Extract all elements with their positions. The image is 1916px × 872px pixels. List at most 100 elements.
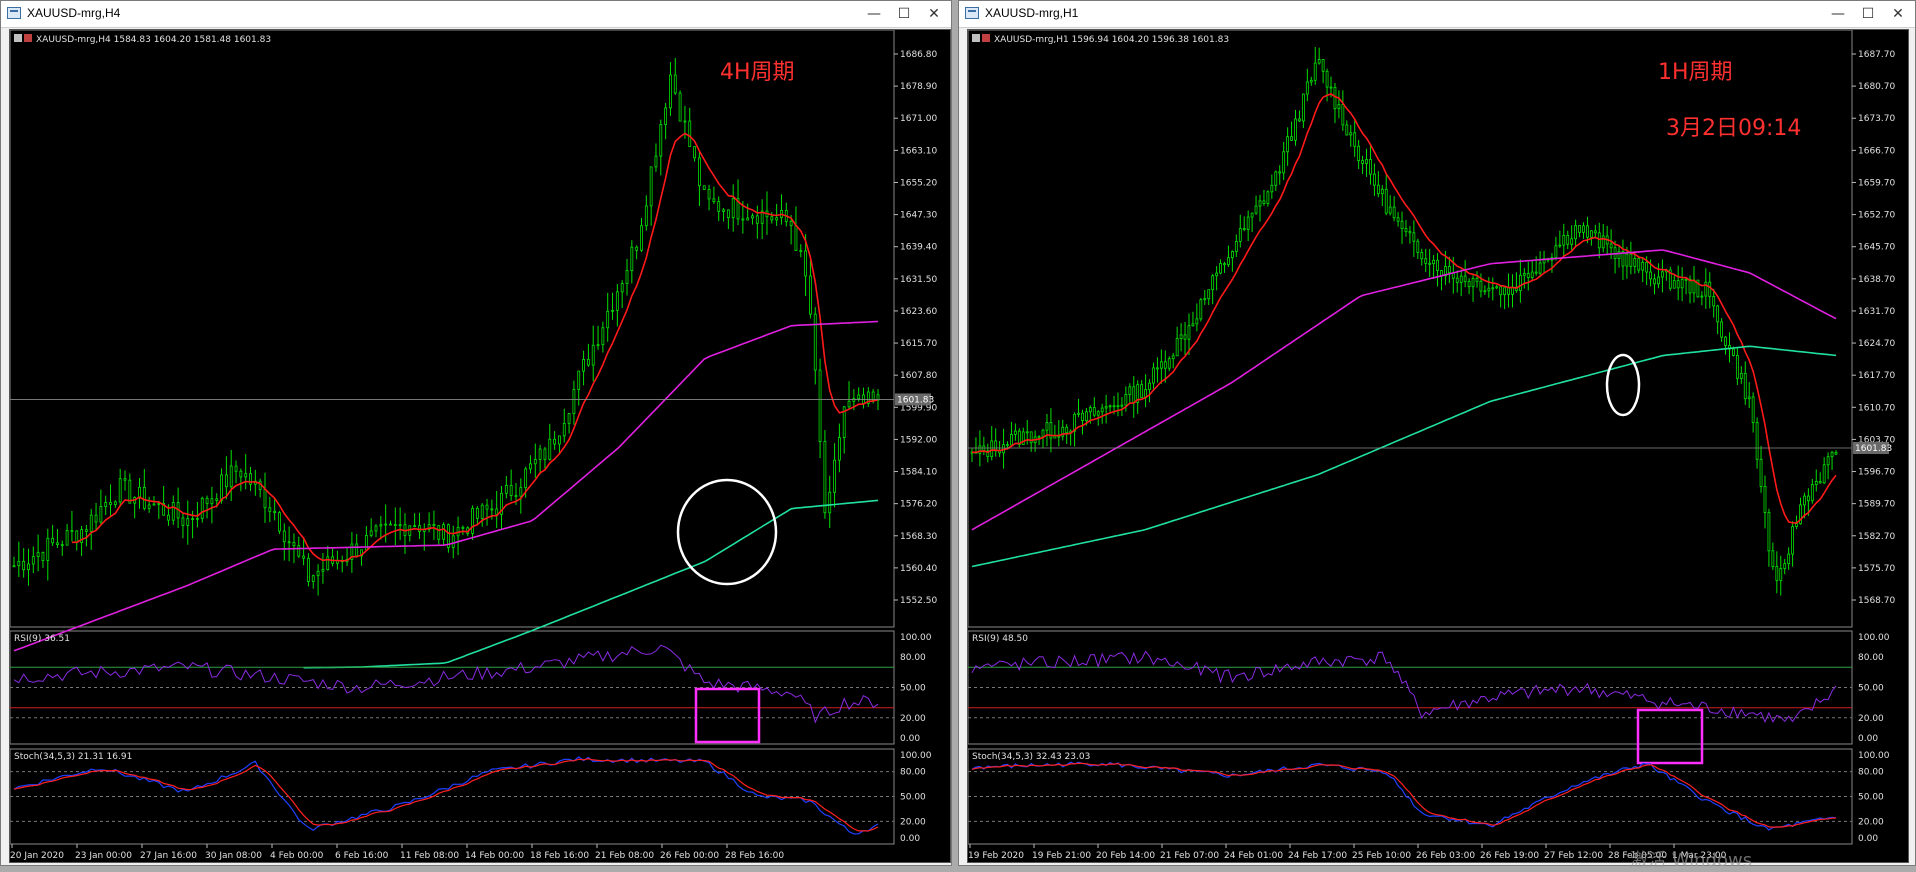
time-tick-label: 4 Feb 00:00 [270, 851, 324, 861]
candle-body [606, 310, 610, 329]
candle-body [1159, 361, 1163, 369]
candle-body [442, 524, 445, 540]
candle-body [1637, 258, 1641, 271]
candle-body [1175, 338, 1179, 357]
candle-body [1400, 220, 1404, 229]
price-tick-label: 1666.70 [1858, 146, 1895, 156]
candle-body [1404, 228, 1408, 233]
candle-body [1380, 188, 1384, 195]
candle-body [1065, 426, 1069, 434]
candle-body [1191, 323, 1195, 327]
candle-body [1518, 274, 1522, 291]
candle-body [1483, 290, 1487, 293]
candle-body [1467, 281, 1471, 288]
candle-body [27, 563, 30, 571]
candle-body [548, 438, 552, 460]
flag-icon [24, 34, 32, 42]
candle-body [485, 504, 489, 510]
price-tick-label: 1589.70 [1858, 500, 1895, 510]
chart-window-icon [965, 7, 979, 19]
close-button[interactable]: ✕ [1892, 6, 1904, 22]
candle-body [833, 459, 836, 493]
candle-body [1041, 429, 1045, 438]
candle-body [1455, 277, 1459, 283]
close-button[interactable]: ✕ [928, 6, 940, 22]
candle-body [1179, 334, 1183, 339]
time-tick-label: 14 Feb 00:00 [465, 851, 524, 861]
candle-body [22, 561, 26, 571]
candle-body [1282, 151, 1286, 174]
ma-fast-line [71, 132, 879, 562]
candle-body [393, 524, 397, 526]
price-tick-label: 1584.10 [900, 468, 937, 478]
candle-body [1329, 86, 1333, 89]
candle-body [567, 413, 571, 424]
candle-body [1325, 70, 1329, 88]
flag-icon [982, 34, 990, 42]
candle-body [1530, 271, 1534, 278]
candle-body [1463, 275, 1467, 282]
candle-body [1712, 296, 1716, 307]
time-tick-label: 28 Feb 16:00 [725, 851, 784, 861]
price-tick-label: 1687.70 [1858, 50, 1895, 60]
candle-body [615, 291, 619, 311]
candle-body [1223, 263, 1226, 266]
rsi-tick-label: 80.00 [1858, 653, 1884, 663]
candle-body [852, 398, 856, 402]
candle-body [1250, 212, 1254, 218]
candle-body [1053, 435, 1057, 439]
candle-body [1092, 407, 1096, 416]
candle-body [1771, 550, 1775, 567]
price-chart-svg[interactable]: 1687.70 1680.70 1673.70 1666.70 1659.70 1652.… [968, 30, 1908, 862]
maximize-button[interactable]: ☐ [897, 6, 911, 22]
candle-body [673, 74, 677, 94]
rsi-tick-label: 50.00 [1858, 684, 1884, 694]
candle-body [157, 502, 161, 505]
candle-body [1357, 145, 1361, 162]
candle-body [1495, 286, 1499, 289]
price-tick-label: 1638.70 [1858, 275, 1895, 285]
candle-body [717, 201, 721, 212]
candle-body [1365, 159, 1368, 164]
stoch-tick-label: 50.00 [900, 793, 926, 803]
price-tick-label: 1582.70 [1858, 532, 1895, 542]
candle-body [1021, 431, 1025, 445]
chart-window-h1[interactable]: XAUUSD-mrg,H1 — ☐ ✕ 1687.70 1680.70 1673.7… [958, 0, 1916, 866]
chart-window-h4[interactable]: XAUUSD-mrg,H4 — ☐ ✕ 1686.80 1678.90 1671.0… [0, 0, 952, 866]
candle-body [147, 504, 151, 509]
candle-body [1696, 279, 1700, 298]
candle-body [1298, 118, 1301, 122]
candle-body [1100, 407, 1104, 413]
minimize-button[interactable]: — [1831, 6, 1845, 22]
rsi-tick-label: 20.00 [900, 714, 926, 724]
candle-body [775, 217, 779, 221]
price-tick-label: 1631.70 [1858, 307, 1895, 317]
candle-body [828, 491, 832, 514]
title-bar[interactable]: XAUUSD-mrg,H4 — ☐ ✕ [1, 1, 951, 28]
stoch-tick-label: 80.00 [900, 768, 926, 778]
chart-canvas[interactable]: 1687.70 1680.70 1673.70 1666.70 1659.70 1652.… [967, 29, 1909, 863]
candle-body [1392, 206, 1396, 219]
price-tick-label: 1639.40 [900, 243, 937, 253]
candle-body [1085, 411, 1088, 421]
candle-body [1795, 523, 1798, 527]
maximize-button[interactable]: ☐ [1861, 6, 1875, 22]
candle-body [374, 525, 378, 532]
title-bar[interactable]: XAUUSD-mrg,H1 — ☐ ✕ [959, 1, 1915, 28]
candle-body [1503, 287, 1507, 296]
candle-body [1475, 278, 1479, 282]
candle-body [1313, 62, 1317, 81]
candle-body [1345, 124, 1349, 136]
candle-body [104, 502, 108, 507]
symbol-icon [972, 34, 980, 42]
price-chart-svg[interactable]: 1686.80 1678.90 1671.00 1663.10 1655.20 1647.… [10, 30, 950, 862]
stoch-signal-line [13, 758, 879, 832]
price-tick-label: 1623.60 [900, 307, 937, 317]
chart-canvas[interactable]: 1686.80 1678.90 1671.00 1663.10 1655.20 1647.… [9, 29, 951, 863]
candle-body [1641, 261, 1645, 271]
candle-body [398, 524, 402, 527]
stoch-tick-label: 80.00 [1858, 768, 1884, 778]
candle-body [268, 507, 272, 512]
minimize-button[interactable]: — [867, 6, 881, 22]
candle-body [316, 570, 320, 577]
